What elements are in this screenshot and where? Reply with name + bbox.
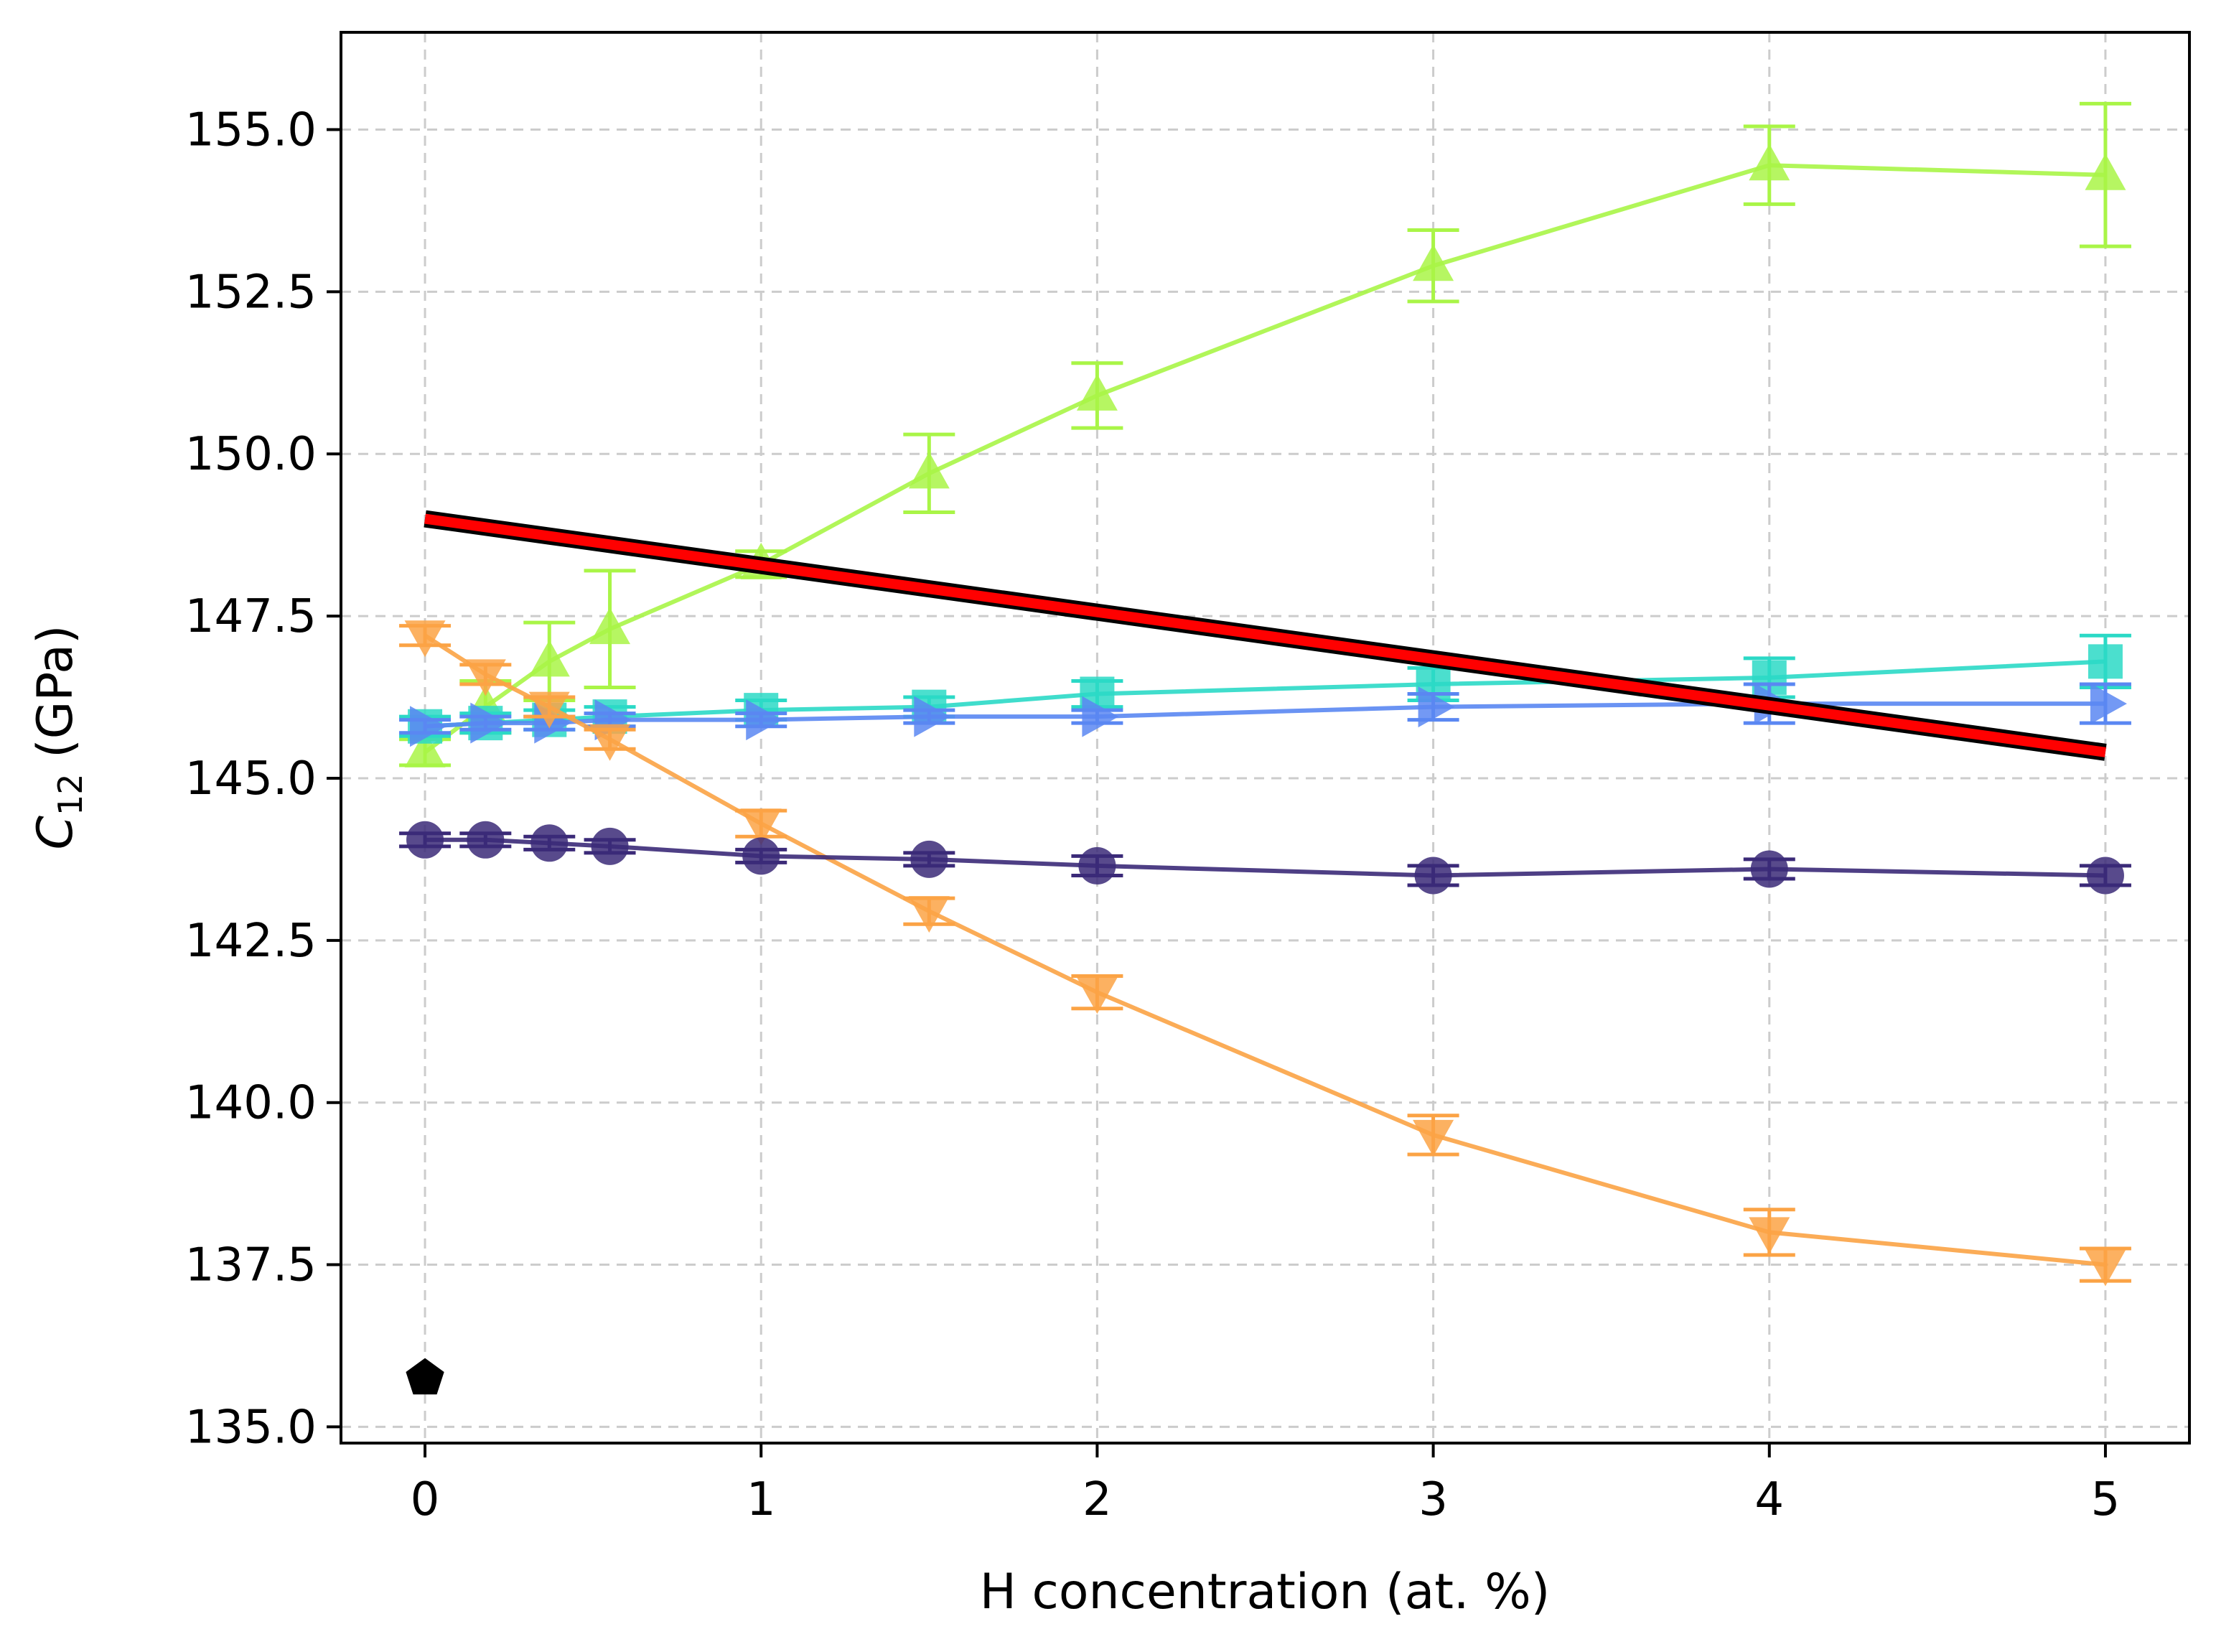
series-triangle-right-point [470,702,508,744]
x-axis-label: H concentration (at. %) [980,1564,1551,1620]
series-triangle-up-point [1413,244,1454,281]
series-triangle-right-line [424,701,2105,729]
axes-frame [340,31,2191,1445]
reference-pentagon-point [406,1358,444,1395]
series-triangle-up-point [908,452,950,489]
y-axis-label-unit: (GPa) [27,625,84,773]
y-tick-label: 147.5 [185,590,317,643]
reference-pentagon [406,1358,444,1395]
series-triangle-right-point [914,696,951,737]
series-triangle-down-point [1076,977,1118,1014]
series-square-point [1752,660,1787,695]
series-circle-line [425,837,2106,878]
y-tick-label: 150.0 [185,428,317,481]
linear-fit [424,510,2107,761]
series-circle-point [467,821,505,859]
series-square-point [2088,644,2123,679]
y-axis-ticks: 135.0 137.5 140.0 142.5 145.0 147.5 150.0 152.5… [185,104,341,1454]
y-tick-label: 137.5 [185,1239,317,1292]
series-circle-point [2086,857,2124,895]
series-circle-point [910,840,948,878]
series-circle-point [530,824,569,862]
series-triangle-down-point [464,659,506,696]
series-triangle-right-point [1418,686,1455,728]
series-triangle-up-point [1749,144,1790,181]
series-circle-point [1414,857,1452,895]
y-tick-label: 142.5 [185,915,317,968]
y-tick-label: 135.0 [185,1401,317,1454]
series-triangle-down-point [1413,1119,1454,1157]
series-triangle-right-point [746,699,783,741]
gridlines [341,32,2189,1443]
series-triangle-down-point [2085,1249,2126,1287]
x-tick-label: 2 [1083,1473,1112,1526]
series-triangle-up-point [1076,373,1118,411]
series-triangle-down-point [740,808,782,846]
series-triangle-down-point [589,724,631,761]
series-triangle-right-point [2090,683,2127,724]
series-triangle-up-point [2085,153,2126,190]
series-triangle-right-point [1082,696,1119,737]
series-triangle-down-point [528,691,570,729]
x-tick-label: 3 [1418,1473,1448,1526]
x-tick-label: 1 [747,1473,776,1526]
series-circle-point [742,837,780,875]
series-triangle-down-point [908,896,950,933]
y-tick-label: 155.0 [185,104,317,157]
x-tick-label: 4 [1754,1473,1784,1526]
series-triangle-down-line [424,633,2106,1267]
series-circle-point [406,821,444,859]
series-triangle-up-point [404,730,446,767]
x-axis-ticks: 0 1 2 3 4 5 [411,1443,2121,1526]
series-triangle-down-point [1749,1217,1790,1254]
series-triangle-up-line [424,163,2106,755]
linear-fit-line [424,513,2106,757]
y-axis-label: C12 (GPa) [27,625,90,849]
y-axis-label-symbol: C [27,816,84,850]
series-triangle-up-point [528,640,570,677]
series-triangle-right-point [410,706,447,747]
series-circle [399,821,2131,895]
series-circle-point [1750,850,1788,888]
series-triangle-down [399,620,2131,1287]
y-tick-label: 152.5 [185,266,317,319]
series-triangle-down-point [404,620,446,658]
y-tick-label: 145.0 [185,752,317,806]
series-layer [399,101,2131,1395]
series-circle-point [591,827,629,865]
series-triangle-up-point [589,607,631,645]
series-circle-point [1078,846,1116,885]
y-axis-label-subscript: 12 [51,773,90,816]
y-tick-label: 140.0 [185,1077,317,1130]
x-tick-label: 0 [411,1473,440,1526]
x-tick-label: 5 [2091,1473,2121,1526]
